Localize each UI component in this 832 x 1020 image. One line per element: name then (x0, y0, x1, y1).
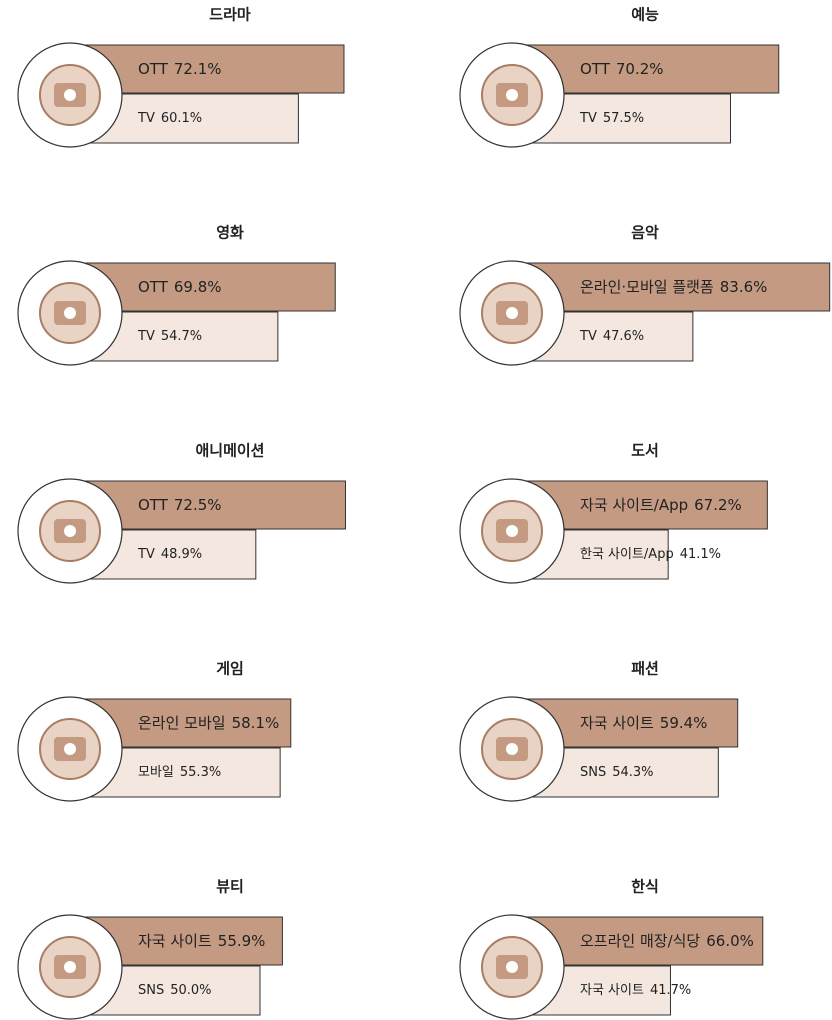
icon-shape (506, 307, 518, 319)
category-label: 자국 사이트/App (580, 496, 688, 514)
value-label: 55.3% (180, 765, 221, 780)
category-label: 자국 사이트 (580, 983, 644, 998)
bar-label: TV 47.6% (579, 329, 644, 344)
icon (39, 936, 101, 998)
icon (39, 64, 101, 126)
bar-label: 오프라인 매장/식당 66.0% (580, 932, 754, 950)
value-label: 41.1% (680, 547, 721, 562)
category-label: 온라인 모바일 (138, 714, 226, 732)
icon (39, 282, 101, 344)
value-label: 70.2% (616, 60, 664, 78)
bar-label: OTT 72.5% (138, 496, 222, 514)
panel-title: 예능 (631, 6, 659, 24)
panel-title: 음악 (631, 224, 659, 242)
value-label: 67.2% (694, 496, 742, 514)
bar-label: 온라인 모바일 58.1% (138, 714, 279, 732)
bar-label: SNS 50.0% (138, 983, 212, 998)
category-label: 오프라인 매장/식당 (580, 932, 700, 950)
value-label: 55.9% (218, 932, 266, 950)
category-label: 모바일 (138, 765, 174, 780)
panel-title: 게임 (216, 660, 244, 678)
icon (39, 718, 101, 780)
icon-shape (64, 307, 76, 319)
category-label: TV (137, 111, 155, 126)
category-label: 자국 사이트 (138, 932, 212, 950)
bar-label: TV 57.5% (579, 111, 644, 126)
icon-shape (64, 89, 76, 101)
bar-label: TV 48.9% (137, 547, 202, 562)
value-label: 69.8% (174, 278, 222, 296)
value-label: 59.4% (660, 714, 708, 732)
category-label: TV (579, 111, 597, 126)
value-label: 72.1% (174, 60, 222, 78)
category-label: TV (137, 547, 155, 562)
value-label: 66.0% (706, 932, 754, 950)
panel-title: 패션 (631, 660, 659, 678)
panel-title: 영화 (216, 224, 244, 242)
icon-shape (64, 961, 76, 973)
icon-shape (506, 743, 518, 755)
icon-shape (64, 743, 76, 755)
value-label: 47.6% (603, 329, 644, 344)
bar-label: TV 60.1% (137, 111, 202, 126)
icon-shape (506, 89, 518, 101)
bar-label: 온라인·모바일 플랫폼 83.6% (580, 278, 767, 296)
bar-label: 자국 사이트 41.7% (580, 983, 691, 998)
icon-shape (64, 525, 76, 537)
value-label: 41.7% (650, 983, 691, 998)
category-label: 온라인·모바일 플랫폼 (580, 278, 714, 296)
bar-label: OTT 70.2% (580, 60, 664, 78)
bar-label: SNS 54.3% (580, 765, 654, 780)
icon-shape (506, 961, 518, 973)
category-label: OTT (138, 278, 169, 296)
value-label: 50.0% (170, 983, 211, 998)
panel-title: 뷰티 (216, 878, 244, 896)
category-label: OTT (138, 60, 169, 78)
panel-title: 애니메이션 (195, 442, 264, 460)
icon (481, 500, 543, 562)
value-label: 48.9% (161, 547, 202, 562)
bar (511, 262, 831, 312)
value-label: 54.3% (612, 765, 653, 780)
category-label: TV (137, 329, 155, 344)
bar-label: 모바일 55.3% (138, 765, 221, 780)
category-label: 자국 사이트 (580, 714, 654, 732)
panel-title: 도서 (631, 442, 659, 460)
bar-label: OTT 72.1% (138, 60, 222, 78)
category-label: 한국 사이트/App (580, 547, 674, 562)
category-label: SNS (580, 765, 606, 780)
value-label: 60.1% (161, 111, 202, 126)
value-label: 83.6% (720, 278, 768, 296)
value-label: 54.7% (161, 329, 202, 344)
bar-label: 자국 사이트 55.9% (138, 932, 265, 950)
category-label: TV (579, 329, 597, 344)
bar-label: 자국 사이트/App 67.2% (580, 496, 742, 514)
bar-label: 한국 사이트/App 41.1% (580, 547, 721, 562)
value-label: 58.1% (232, 714, 280, 732)
bar-label: OTT 69.8% (138, 278, 222, 296)
icon-shape (506, 525, 518, 537)
icon (39, 500, 101, 562)
value-label: 72.5% (174, 496, 222, 514)
panel-title: 한식 (631, 878, 659, 896)
panel-title: 드라마 (209, 6, 251, 24)
category-label: SNS (138, 983, 164, 998)
icon (481, 282, 543, 344)
category-label: OTT (580, 60, 611, 78)
icon (481, 64, 543, 126)
bar-label: TV 54.7% (137, 329, 202, 344)
icon (481, 718, 543, 780)
bar-label: 자국 사이트 59.4% (580, 714, 707, 732)
value-label: 57.5% (603, 111, 644, 126)
icon (481, 936, 543, 998)
category-label: OTT (138, 496, 169, 514)
